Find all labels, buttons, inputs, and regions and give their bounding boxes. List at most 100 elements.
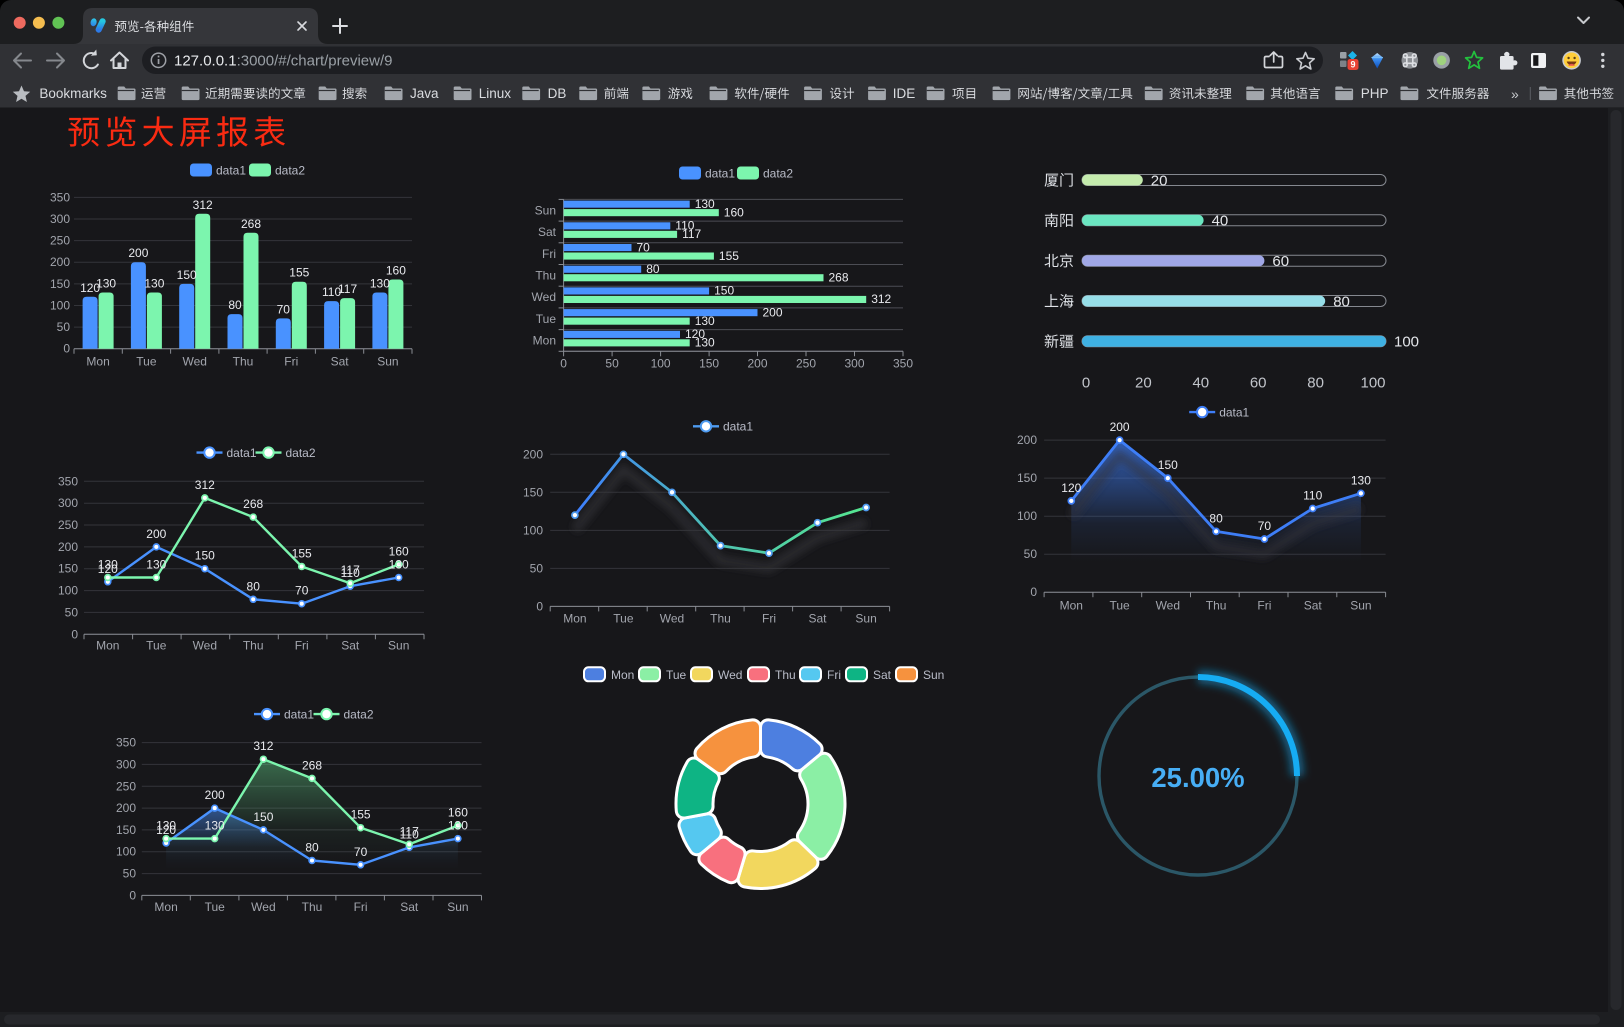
svg-text:127.0.0.1:3000/#/chart/preview: 127.0.0.1:3000/#/chart/preview/9 [174, 52, 393, 69]
svg-text:110: 110 [322, 285, 341, 299]
svg-text:70: 70 [277, 302, 291, 316]
svg-text:300: 300 [116, 757, 136, 771]
svg-text:200: 200 [1017, 433, 1037, 447]
svg-text:110: 110 [400, 827, 419, 841]
svg-text:150: 150 [50, 277, 70, 291]
svg-text:Mon: Mon [86, 354, 109, 368]
svg-text:130: 130 [695, 314, 715, 328]
svg-text:100: 100 [1360, 375, 1385, 392]
svg-text:120: 120 [156, 823, 176, 837]
svg-text:100: 100 [651, 357, 671, 371]
svg-text:200: 200 [116, 801, 136, 815]
svg-text:9: 9 [1350, 60, 1355, 70]
svg-text:Sun: Sun [923, 668, 944, 682]
svg-text:312: 312 [195, 478, 215, 492]
svg-text:Sat: Sat [873, 668, 892, 682]
svg-text:250: 250 [796, 357, 816, 371]
svg-text:110: 110 [675, 219, 694, 233]
svg-text:Thu: Thu [775, 668, 796, 682]
svg-text:160: 160 [724, 205, 744, 219]
svg-text:Wed: Wed [718, 668, 742, 682]
svg-text:80: 80 [1307, 375, 1324, 392]
svg-text:70: 70 [295, 584, 309, 598]
svg-text:100: 100 [50, 299, 70, 313]
svg-text:50: 50 [605, 357, 619, 371]
svg-text:130: 130 [96, 277, 116, 291]
svg-text:150: 150 [253, 810, 273, 824]
svg-text:20: 20 [1151, 172, 1168, 189]
svg-text:Fri: Fri [295, 639, 309, 653]
svg-text:130: 130 [695, 197, 715, 211]
svg-text:110: 110 [341, 566, 360, 580]
svg-text:0: 0 [536, 599, 543, 613]
svg-text:Mon: Mon [611, 668, 634, 682]
svg-text:Wed: Wed [251, 900, 275, 914]
svg-text:data1: data1 [1219, 405, 1249, 419]
svg-text:Sat: Sat [808, 612, 827, 626]
svg-text:70: 70 [637, 240, 651, 254]
svg-text:40: 40 [1212, 213, 1229, 230]
svg-text:20: 20 [1135, 375, 1152, 392]
svg-text:100: 100 [1017, 509, 1037, 523]
svg-text:Mon: Mon [533, 334, 556, 348]
svg-text:data1: data1 [216, 164, 246, 178]
svg-text:Fri: Fri [284, 354, 298, 368]
svg-text:300: 300 [58, 496, 78, 510]
svg-text:155: 155 [292, 547, 312, 561]
svg-text:155: 155 [351, 808, 371, 822]
svg-text:130: 130 [695, 336, 715, 350]
svg-text:200: 200 [205, 788, 225, 802]
svg-text:data1: data1 [723, 420, 753, 434]
svg-text:100: 100 [116, 845, 136, 859]
svg-text:50: 50 [530, 561, 544, 575]
svg-text:200: 200 [747, 357, 767, 371]
svg-text:Tue: Tue [146, 639, 167, 653]
svg-text:0: 0 [1082, 375, 1090, 392]
svg-text:150: 150 [116, 823, 136, 837]
svg-text:150: 150 [714, 284, 734, 298]
svg-text:0: 0 [560, 357, 567, 371]
svg-text:Tue: Tue [205, 900, 226, 914]
svg-text:200: 200 [58, 540, 78, 554]
svg-text:130: 130 [1351, 473, 1371, 487]
svg-text:350: 350 [893, 357, 913, 371]
svg-text:120: 120 [80, 281, 100, 295]
svg-text:DB: DB [548, 86, 567, 101]
svg-text:160: 160 [448, 806, 468, 820]
svg-text:350: 350 [58, 474, 78, 488]
svg-text:200: 200 [146, 527, 166, 541]
svg-text:110: 110 [1303, 489, 1322, 503]
svg-text:Wed: Wed [1156, 599, 1180, 613]
svg-text:Wed: Wed [193, 639, 217, 653]
svg-text:300: 300 [844, 357, 864, 371]
svg-text:155: 155 [719, 249, 739, 263]
svg-text:130: 130 [448, 819, 468, 833]
svg-text:60: 60 [1272, 253, 1289, 270]
svg-text:Thu: Thu [233, 354, 254, 368]
svg-text:»: » [1511, 86, 1519, 102]
svg-text:Thu: Thu [302, 900, 323, 914]
svg-text:Bookmarks: Bookmarks [39, 86, 107, 101]
svg-text:155: 155 [289, 266, 309, 280]
svg-text:200: 200 [523, 447, 543, 461]
svg-text:40: 40 [1192, 375, 1209, 392]
svg-text:120: 120 [98, 562, 118, 576]
svg-text:268: 268 [241, 217, 261, 231]
svg-text:200: 200 [128, 246, 148, 260]
svg-text:150: 150 [699, 357, 719, 371]
svg-text:250: 250 [50, 234, 70, 248]
svg-text:Sun: Sun [388, 639, 409, 653]
svg-text:80: 80 [646, 262, 660, 276]
svg-text:Sat: Sat [341, 639, 360, 653]
svg-text:130: 130 [156, 819, 176, 833]
svg-text:100: 100 [523, 523, 543, 537]
svg-text:data2: data2 [275, 164, 305, 178]
svg-text:Fri: Fri [1257, 599, 1271, 613]
svg-text:Sun: Sun [447, 900, 468, 914]
svg-text:50: 50 [57, 320, 71, 334]
svg-text:data1: data1 [705, 167, 735, 181]
svg-text:Thu: Thu [243, 639, 264, 653]
svg-text:312: 312 [193, 198, 213, 212]
svg-text:data1: data1 [284, 707, 314, 721]
svg-text:160: 160 [386, 264, 406, 278]
